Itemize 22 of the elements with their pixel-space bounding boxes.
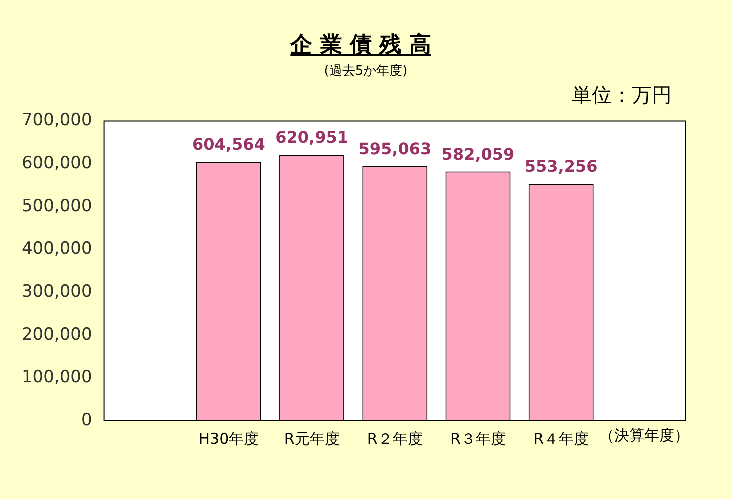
data-label: 595,063 [358, 139, 432, 158]
y-tick-label: 200,000 [22, 324, 92, 345]
x-tick-label: R２年度 [367, 430, 423, 448]
data-label: 604,564 [192, 135, 266, 154]
y-tick-label: 500,000 [22, 196, 92, 216]
data-label: 553,256 [524, 157, 598, 176]
y-tick-label: 300,000 [22, 282, 92, 302]
x-tick-label: R元年度 [284, 430, 340, 448]
y-tick-label: 0 [81, 410, 92, 430]
y-tick-label: 400,000 [22, 239, 92, 260]
x-tick-label: H30年度 [198, 430, 260, 448]
chart-title: 企 業 債 残 高 [290, 33, 432, 58]
text: 単位：万円 [572, 82, 672, 109]
chart-subtitle: (過去5か年度) [323, 63, 409, 80]
y-tick-label: 600,000 [22, 153, 92, 174]
y-tick-label: 700,000 [22, 110, 92, 131]
x-tick-label: R４年度 [534, 430, 590, 448]
y-tick-label: 100,000 [22, 368, 92, 388]
data-label: 582,059 [442, 144, 515, 164]
data-label: 620,951 [276, 128, 348, 148]
x-axis-title: （決算年度） [599, 426, 690, 444]
x-tick-label: R３年度 [450, 430, 506, 448]
